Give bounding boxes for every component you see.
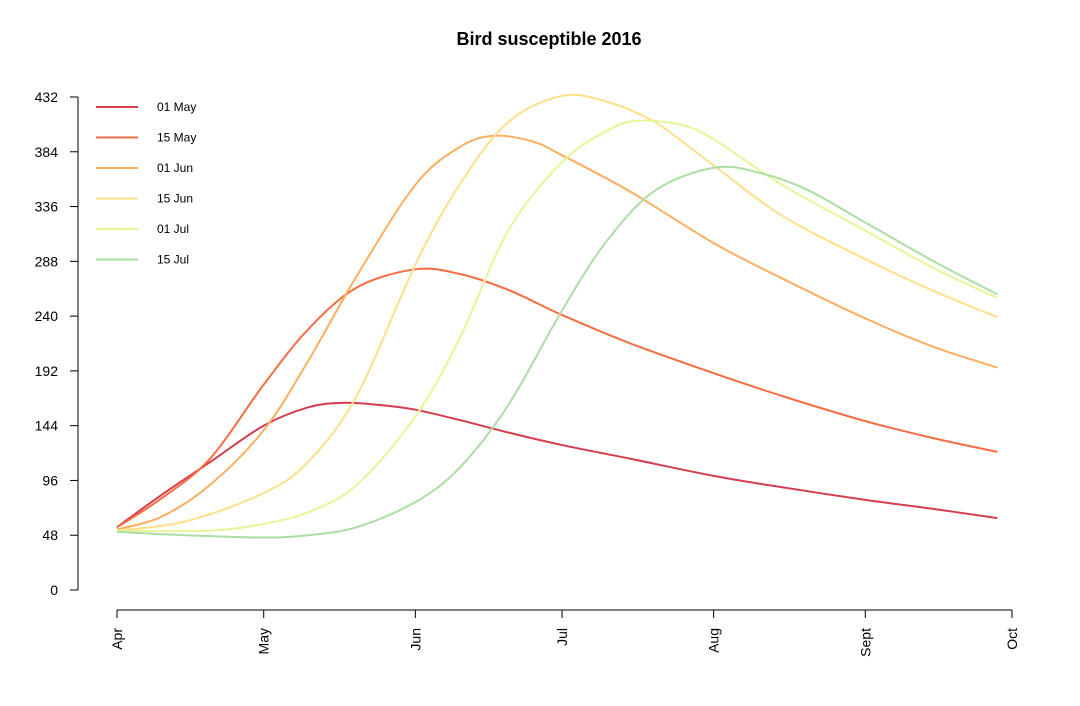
series-line-15-jun — [116, 93, 998, 532]
legend-label: 01 May — [157, 100, 196, 114]
series-line-01-jul — [116, 119, 998, 533]
x-tick-label: Sept — [857, 628, 873, 657]
legend-label: 01 Jun — [157, 161, 193, 175]
x-tick-label: May — [256, 628, 272, 654]
chart-title: Bird susceptible 2016 — [456, 29, 641, 49]
x-tick-label: Aug — [706, 628, 722, 653]
series-lines — [116, 93, 998, 539]
axes: 0 48 96 144 192 240 288 336 384 432 Apr May Jun Jul Au… — [35, 89, 1020, 657]
y-tick-label: 240 — [35, 308, 59, 324]
series-line-01-may — [116, 401, 998, 529]
y-tick-label: 96 — [42, 472, 58, 488]
y-tick-label: 144 — [35, 418, 59, 434]
y-tick-label: 192 — [35, 363, 59, 379]
y-tick-label: 0 — [50, 582, 58, 598]
series-line-15-jul — [116, 165, 998, 539]
x-tick-label: Apr — [109, 628, 125, 650]
x-tick-label: Oct — [1004, 628, 1020, 650]
legend: 01 May 15 May 01 Jun 15 Jun 01 Jul 15 Jul — [96, 100, 196, 267]
y-tick-label: 336 — [35, 199, 59, 215]
y-tick-label: 432 — [35, 89, 59, 105]
series-line-15-may — [116, 267, 998, 529]
y-tick-label: 48 — [42, 527, 58, 543]
legend-label: 01 Jul — [157, 222, 189, 236]
x-tick-label: Jun — [407, 628, 423, 651]
series-line-01-jun — [116, 134, 998, 531]
x-tick-label: Jul — [554, 628, 570, 646]
y-tick-label: 288 — [35, 253, 59, 269]
legend-label: 15 May — [157, 131, 196, 145]
y-tick-label: 384 — [35, 144, 59, 160]
legend-label: 15 Jul — [157, 253, 189, 267]
legend-label: 15 Jun — [157, 192, 193, 206]
